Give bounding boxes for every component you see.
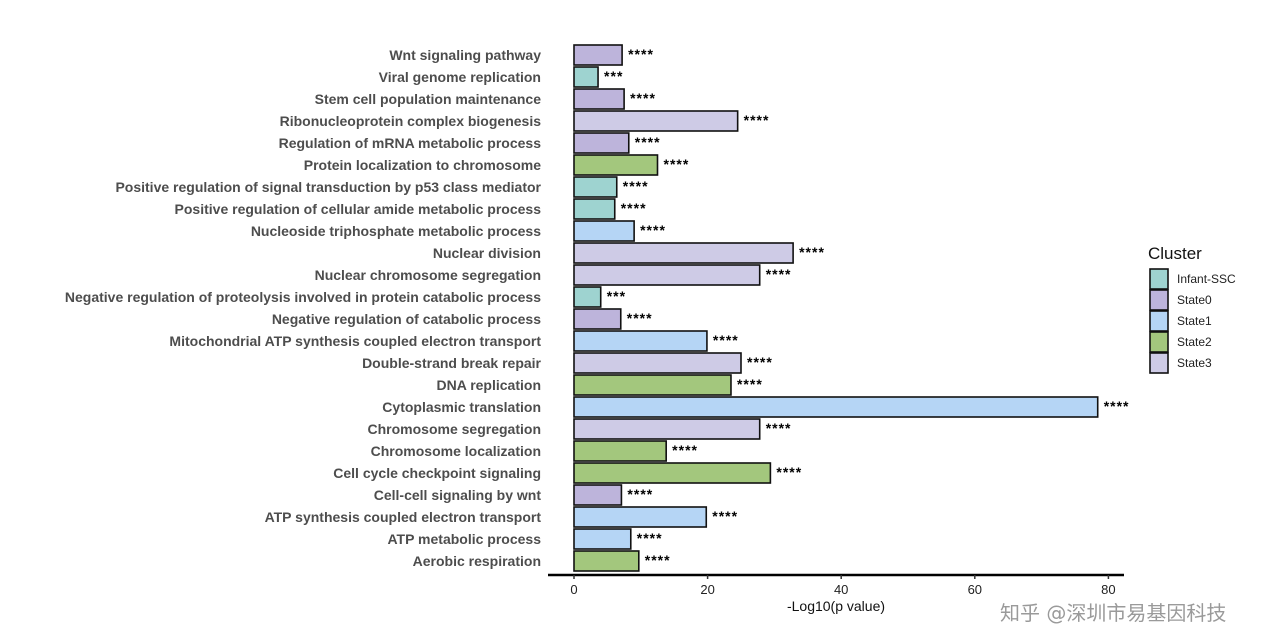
bar bbox=[573, 286, 602, 308]
x-tick-label: 40 bbox=[834, 582, 848, 597]
significance-label: **** bbox=[766, 420, 792, 436]
x-tick-label: 60 bbox=[968, 582, 982, 597]
legend-swatch bbox=[1149, 268, 1169, 290]
bar bbox=[573, 418, 761, 440]
significance-label: **** bbox=[737, 376, 763, 392]
legend-label: State0 bbox=[1177, 293, 1212, 307]
category-label: Nuclear division bbox=[433, 245, 541, 261]
category-label: Ribonucleoprotein complex biogenesis bbox=[280, 113, 542, 129]
x-tick-label: 20 bbox=[700, 582, 714, 597]
bar bbox=[573, 528, 632, 550]
legend-items: Infant-SSC State0 State1 State2 State3 bbox=[1149, 268, 1236, 374]
legend-title: Cluster bbox=[1148, 244, 1202, 263]
significance-label: **** bbox=[623, 178, 649, 194]
significance-label: **** bbox=[627, 486, 653, 502]
category-label: Regulation of mRNA metabolic process bbox=[279, 135, 542, 151]
bar bbox=[573, 176, 618, 198]
category-label: Protein localization to chromosome bbox=[304, 157, 541, 173]
bar bbox=[573, 198, 616, 220]
significance-label: **** bbox=[627, 310, 653, 326]
category-label: Negative regulation of catabolic process bbox=[272, 311, 541, 327]
category-label: Nucleoside triphosphate metabolic proces… bbox=[251, 223, 541, 239]
watermark: 知乎 @深圳市易基因科技 bbox=[1000, 601, 1226, 625]
x-axis: 0 20 40 60 80 bbox=[548, 573, 1124, 597]
legend-swatch bbox=[1149, 289, 1169, 311]
category-label: Mitochondrial ATP synthesis coupled elec… bbox=[169, 333, 541, 349]
bar bbox=[573, 154, 659, 176]
category-label: Stem cell population maintenance bbox=[315, 91, 542, 107]
category-label: Wnt signaling pathway bbox=[389, 47, 541, 63]
x-tick-label: 0 bbox=[570, 582, 577, 597]
bar bbox=[573, 264, 761, 286]
bar bbox=[573, 440, 667, 462]
category-label: ATP metabolic process bbox=[387, 531, 541, 547]
bar bbox=[573, 462, 772, 484]
legend: Cluster Infant-SSC State0 State1 State2 Stat… bbox=[1148, 244, 1236, 374]
legend-label: Infant-SSC bbox=[1177, 272, 1236, 286]
category-label: Viral genome replication bbox=[379, 69, 541, 85]
bar bbox=[573, 374, 732, 396]
legend-swatch bbox=[1149, 310, 1169, 332]
category-label: Chromosome localization bbox=[371, 443, 541, 459]
category-label: Aerobic respiration bbox=[413, 553, 541, 569]
category-label: Cell-cell signaling by wnt bbox=[374, 487, 542, 503]
significance-label: **** bbox=[664, 156, 690, 172]
category-label: Cytoplasmic translation bbox=[382, 399, 541, 415]
significance-label: *** bbox=[604, 68, 623, 84]
bar bbox=[573, 506, 708, 528]
category-label: ATP synthesis coupled electron transport bbox=[265, 509, 542, 525]
category-label: Negative regulation of proteolysis invol… bbox=[65, 289, 541, 305]
x-tick-label: 80 bbox=[1101, 582, 1115, 597]
bar bbox=[573, 396, 1099, 418]
category-label: Cell cycle checkpoint signaling bbox=[333, 465, 541, 481]
significance-label: **** bbox=[712, 508, 738, 524]
legend-label: State2 bbox=[1177, 335, 1212, 349]
significance-label: **** bbox=[744, 112, 770, 128]
bar bbox=[573, 242, 794, 264]
x-axis-title: -Log10(p value) bbox=[787, 598, 885, 614]
significance-label: **** bbox=[640, 222, 666, 238]
category-labels: Wnt signaling pathway Viral genome replic… bbox=[65, 47, 542, 569]
legend-label: State3 bbox=[1177, 356, 1212, 370]
significance-label: **** bbox=[635, 134, 661, 150]
category-label: Positive regulation of cellular amide me… bbox=[175, 201, 542, 217]
bar bbox=[573, 88, 625, 110]
bar bbox=[573, 220, 635, 242]
significance-label: **** bbox=[630, 90, 656, 106]
significance-label: **** bbox=[747, 354, 773, 370]
category-label: Double-strand break repair bbox=[362, 355, 541, 371]
bar bbox=[573, 550, 640, 572]
category-label: Chromosome segregation bbox=[368, 421, 541, 437]
significance-label: **** bbox=[766, 266, 792, 282]
bar bbox=[573, 352, 742, 374]
significance-label: **** bbox=[621, 200, 647, 216]
significance-label: **** bbox=[628, 46, 654, 62]
category-label: Positive regulation of signal transducti… bbox=[115, 179, 541, 195]
bar bbox=[573, 132, 630, 154]
significance-label: **** bbox=[645, 552, 671, 568]
significance-label: *** bbox=[607, 288, 626, 304]
category-label: Nuclear chromosome segregation bbox=[315, 267, 541, 283]
significance-label: **** bbox=[672, 442, 698, 458]
bar bbox=[573, 44, 623, 66]
significance-label: **** bbox=[799, 244, 825, 260]
legend-swatch bbox=[1149, 331, 1169, 353]
bar bbox=[573, 330, 708, 352]
legend-label: State1 bbox=[1177, 314, 1212, 328]
bar bbox=[573, 66, 599, 88]
significance-label: **** bbox=[713, 332, 739, 348]
significance-label: **** bbox=[637, 530, 663, 546]
significance-label: **** bbox=[776, 464, 802, 480]
category-label: DNA replication bbox=[437, 377, 542, 393]
bar bbox=[573, 484, 623, 506]
bar bbox=[573, 110, 739, 132]
significance-label: **** bbox=[1104, 398, 1130, 414]
bar bbox=[573, 308, 622, 330]
bars-layer bbox=[573, 44, 1099, 572]
legend-swatch bbox=[1149, 352, 1169, 374]
significance-labels: ****************************************… bbox=[604, 46, 1130, 568]
